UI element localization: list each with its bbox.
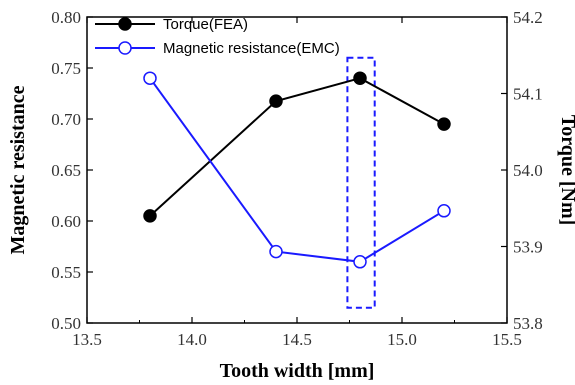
y-axis-title-right: Torque [Nm] — [557, 115, 575, 226]
y-left-tick-label: 0.65 — [51, 161, 81, 180]
highlight-box — [346, 56, 376, 309]
x-tick-label: 14.5 — [282, 330, 312, 349]
series-2-point — [269, 244, 283, 259]
series-line-1 — [149, 77, 445, 217]
highlight-layer — [346, 56, 376, 309]
y-right-tick-label: 53.9 — [513, 238, 543, 257]
legend-label-1: Torque(FEA) — [163, 16, 248, 33]
series-1-point — [437, 117, 451, 131]
y-left-tick-label: 0.55 — [51, 263, 81, 282]
y-right-tick-label: 54.0 — [513, 161, 543, 180]
series-2-point — [353, 255, 367, 269]
series-1-point — [269, 94, 283, 108]
y-right-tick-label: 53.8 — [513, 314, 543, 333]
y-left-tick-label: 0.60 — [51, 212, 81, 231]
legend-marker-2 — [118, 41, 132, 55]
series-layer — [143, 71, 451, 269]
y-left-tick-label: 0.80 — [51, 8, 81, 27]
x-tick-label: 15.0 — [387, 330, 417, 349]
legend: Torque(FEA) Magnetic resistance(EMC) — [95, 16, 340, 57]
y-axis-title-left: Magnetic resistance — [7, 85, 29, 254]
ticks-layer: 13.5 14.0 14.5 15.0 15.5 0.50 0.55 0.60 0.65 0.70… — [51, 8, 543, 349]
x-axis-title: Tooth width [mm] — [220, 360, 375, 382]
legend-label-2: Magnetic resistance(EMC) — [163, 40, 340, 57]
y-right-tick-label: 54.2 — [513, 8, 543, 27]
x-tick-label: 13.5 — [72, 330, 102, 349]
x-tick-label: 15.5 — [492, 330, 522, 349]
y-right-tick-label: 54.1 — [513, 85, 543, 104]
y-left-tick-label: 0.70 — [51, 110, 81, 129]
y-left-tick-label: 0.75 — [51, 59, 81, 78]
plot-frame — [86, 16, 508, 324]
series-1-point — [353, 71, 367, 85]
y-left-tick-label: 0.50 — [51, 314, 81, 333]
legend-marker-1 — [118, 17, 132, 31]
series-2-point — [143, 71, 157, 85]
series-1-point — [143, 209, 157, 223]
x-tick-label: 14.0 — [177, 330, 207, 349]
series-line-2 — [149, 77, 445, 263]
series-2-point — [437, 204, 451, 218]
